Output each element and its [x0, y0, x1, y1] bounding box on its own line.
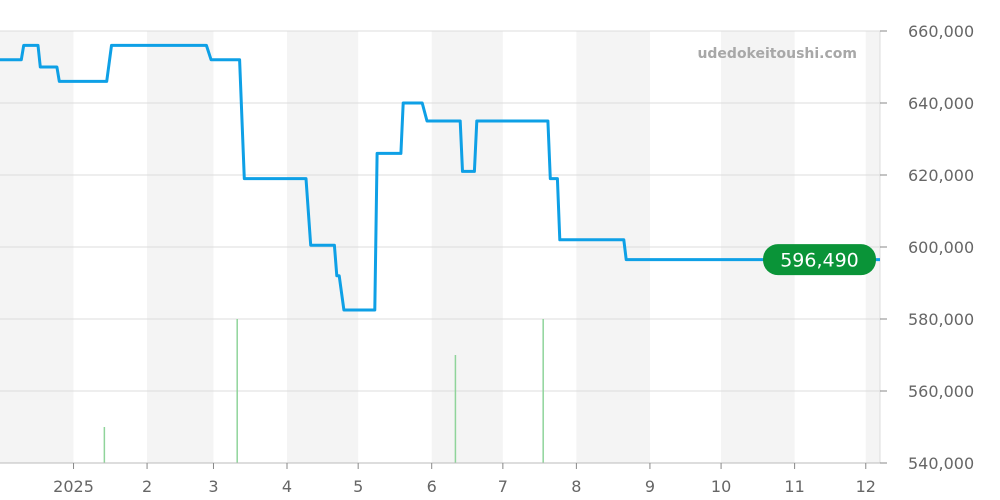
y-tick-label: 640,000 — [908, 94, 974, 113]
x-tick-label: 11 — [784, 477, 804, 496]
volume-bars — [103, 319, 544, 463]
y-tick-label: 620,000 — [908, 166, 974, 185]
y-tick-label: 540,000 — [908, 454, 974, 473]
x-tick-label: 12 — [856, 477, 876, 496]
x-tick-label: 2025 — [53, 477, 94, 496]
x-tick-label: 6 — [427, 477, 437, 496]
last-value-badge: 596,490 — [763, 244, 876, 276]
x-axis: 2025 2 3 4 5 6 7 8 9 10 11 12 — [0, 462, 880, 496]
x-tick-label: 8 — [571, 477, 581, 496]
y-tick-label: 560,000 — [908, 382, 974, 401]
y-tick-label: 580,000 — [908, 310, 974, 329]
x-tick-label: 5 — [353, 477, 363, 496]
y-axis: 540,000 560,000 580,000 600,000 620,000 640,0… — [880, 22, 974, 473]
x-tick-label: 2 — [142, 477, 152, 496]
x-tick-label: 10 — [711, 477, 731, 496]
x-tick-label: 7 — [498, 477, 508, 496]
last-value-label: 596,490 — [780, 250, 859, 272]
y-tick-label: 660,000 — [908, 22, 974, 41]
x-tick-label: 9 — [645, 477, 655, 496]
y-tick-label: 600,000 — [908, 238, 974, 257]
x-tick-label: 4 — [282, 477, 292, 496]
price-line — [0, 43, 880, 312]
watermark: udedokeitoushi.com — [697, 46, 857, 62]
x-tick-label: 3 — [208, 477, 218, 496]
